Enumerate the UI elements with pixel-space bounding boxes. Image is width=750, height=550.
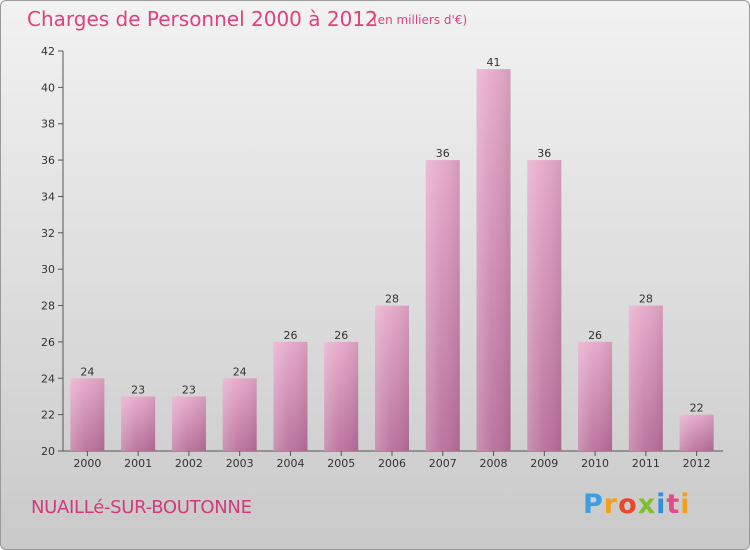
y-tick-label: 36 bbox=[41, 154, 55, 167]
bar-shade bbox=[171, 396, 206, 451]
x-tick-label: 2012 bbox=[683, 457, 711, 470]
proxiti-logo[interactable]: Proxiti bbox=[583, 489, 691, 520]
bar-value-label: 28 bbox=[385, 293, 399, 306]
town-name: NUAILLé-SUR-BOUTONNE bbox=[31, 497, 252, 518]
bar-value-label: 36 bbox=[436, 147, 450, 160]
x-tick-label: 2008 bbox=[480, 457, 508, 470]
y-tick-label: 22 bbox=[41, 409, 55, 422]
bar-shade bbox=[375, 305, 409, 451]
bar-shade bbox=[273, 341, 308, 451]
x-tick-label: 2000 bbox=[73, 457, 101, 470]
bar-value-label: 36 bbox=[537, 147, 551, 160]
chart-title: Charges de Personnel 2000 à 2012 bbox=[27, 7, 378, 31]
y-tick-label: 24 bbox=[41, 372, 55, 385]
x-tick-label: 2011 bbox=[632, 457, 660, 470]
bar-shade bbox=[476, 69, 511, 451]
bar-value-label: 24 bbox=[80, 365, 94, 378]
bar-value-label: 24 bbox=[233, 365, 247, 378]
bar-value-label: 23 bbox=[182, 383, 196, 396]
bar-shade bbox=[679, 414, 714, 451]
bar-value-label: 26 bbox=[334, 329, 348, 342]
x-tick-label: 2006 bbox=[378, 457, 406, 470]
x-tick-label: 2009 bbox=[530, 457, 558, 470]
bar-shade bbox=[222, 378, 257, 451]
bar-shade bbox=[70, 378, 105, 451]
bar-shade bbox=[578, 341, 613, 451]
bar-shade bbox=[628, 305, 663, 451]
y-tick-label: 42 bbox=[41, 45, 55, 58]
x-tick-label: 2002 bbox=[175, 457, 203, 470]
x-tick-label: 2007 bbox=[429, 457, 457, 470]
bar-value-label: 28 bbox=[639, 293, 653, 306]
y-tick-label: 28 bbox=[41, 300, 55, 313]
bar-shade bbox=[527, 160, 562, 451]
bar-value-label: 41 bbox=[487, 56, 501, 69]
y-tick-label: 26 bbox=[41, 336, 55, 349]
bar-shade bbox=[425, 160, 460, 451]
bar-shade bbox=[121, 396, 156, 451]
bar-shade bbox=[324, 341, 359, 451]
x-tick-label: 2004 bbox=[276, 457, 304, 470]
y-tick-label: 20 bbox=[41, 445, 55, 458]
bar-value-label: 26 bbox=[588, 329, 602, 342]
bar-value-label: 23 bbox=[131, 383, 145, 396]
x-tick-label: 2005 bbox=[327, 457, 355, 470]
bar-value-label: 22 bbox=[690, 402, 704, 415]
bar-value-label: 26 bbox=[283, 329, 297, 342]
chart-subtitle: (en milliers d'€) bbox=[373, 13, 468, 27]
y-tick-label: 40 bbox=[41, 81, 55, 94]
y-tick-label: 32 bbox=[41, 227, 55, 240]
x-tick-label: 2001 bbox=[124, 457, 152, 470]
x-tick-label: 2010 bbox=[581, 457, 609, 470]
y-tick-label: 38 bbox=[41, 118, 55, 131]
x-tick-label: 2003 bbox=[226, 457, 254, 470]
y-tick-label: 34 bbox=[41, 190, 55, 203]
y-tick-label: 30 bbox=[41, 263, 55, 276]
